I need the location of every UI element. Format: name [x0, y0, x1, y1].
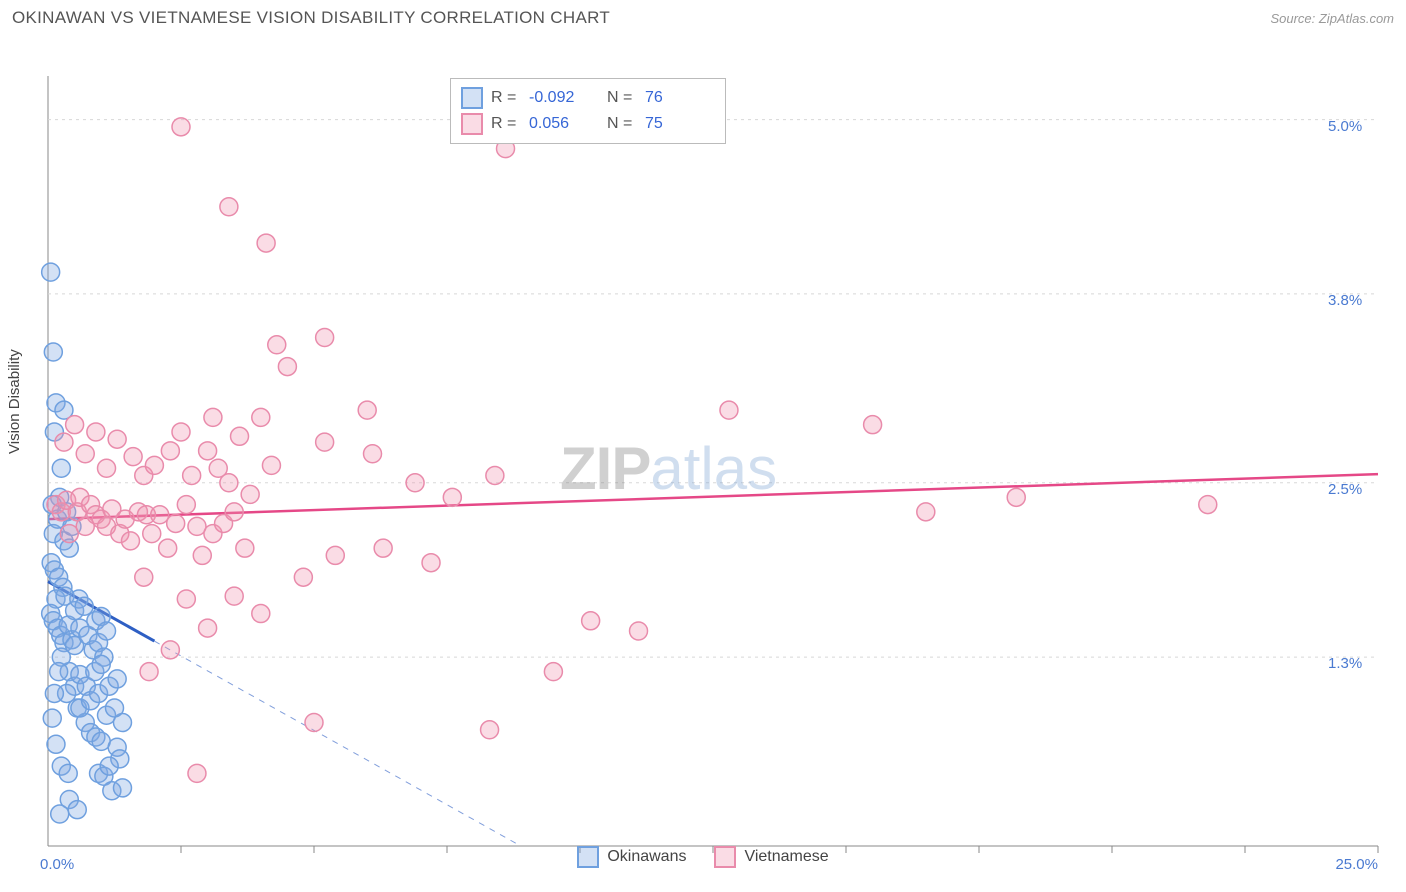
legend-swatch [577, 846, 599, 868]
legend-swatch [714, 846, 736, 868]
chart-container: Vision Disability ZIPatlas R =-0.092N =7… [0, 34, 1406, 874]
chart-source: Source: ZipAtlas.com [1270, 11, 1394, 26]
series-legend: Okinawans Vietnamese [0, 846, 1406, 868]
scatter-chart [0, 34, 1406, 874]
legend-swatch [461, 113, 483, 135]
legend-n-label: N = [607, 89, 637, 107]
y-axis-label: Vision Disability [6, 349, 23, 454]
legend-r-value: -0.092 [529, 89, 599, 107]
axis-tick-label: 1.3% [1328, 655, 1362, 672]
axis-tick-label: 2.5% [1328, 481, 1362, 498]
legend-swatch [461, 87, 483, 109]
chart-header: OKINAWAN VS VIETNAMESE VISION DISABILITY… [0, 0, 1406, 34]
legend-n-value: 76 [645, 89, 715, 107]
correlation-legend-row: R = 0.056 N = 75 [461, 111, 715, 137]
axis-tick-label: 5.0% [1328, 118, 1362, 135]
series-legend-label: Okinawans [607, 848, 686, 866]
series-legend-item: Vietnamese [714, 846, 828, 868]
series-legend-label: Vietnamese [744, 848, 828, 866]
legend-r-value: 0.056 [529, 115, 599, 133]
correlation-legend-row: R = -0.092 N = 76 [461, 85, 715, 111]
legend-r-label: R = [491, 115, 521, 133]
correlation-legend: R = -0.092 N = 76 R = 0.056 N = 75 [450, 78, 726, 144]
axis-tick-label: 0.0% [40, 856, 74, 873]
series-legend-item: Okinawans [577, 846, 686, 868]
legend-r-label: R = [491, 89, 521, 107]
axis-tick-label: 25.0% [1335, 856, 1378, 873]
legend-n-value: 75 [645, 115, 715, 133]
legend-n-label: N = [607, 115, 637, 133]
axis-tick-label: 3.8% [1328, 292, 1362, 309]
chart-title: OKINAWAN VS VIETNAMESE VISION DISABILITY… [12, 8, 610, 28]
